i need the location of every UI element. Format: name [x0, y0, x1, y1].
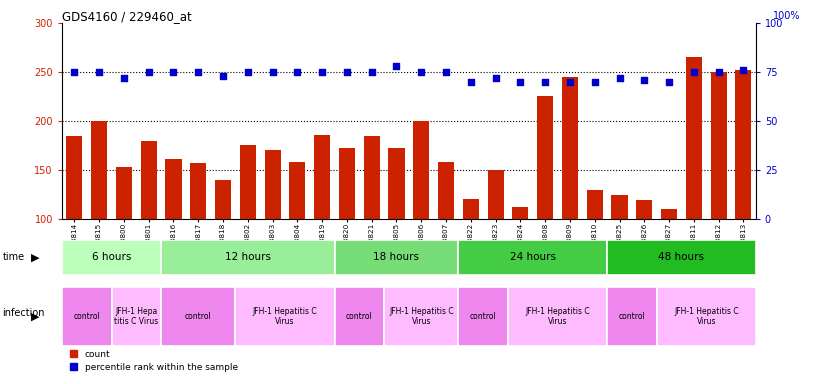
Point [687, 69, 700, 75]
Text: JFH-1 Hepatitis C
Virus: JFH-1 Hepatitis C Virus [525, 307, 590, 326]
Text: control: control [74, 312, 100, 321]
Bar [215, 180, 231, 317]
Point [316, 69, 329, 75]
Bar [140, 141, 157, 317]
Bar [537, 96, 553, 317]
Text: infection: infection [2, 308, 45, 318]
Text: ▶: ▶ [31, 312, 40, 322]
Point [613, 75, 626, 81]
Point [489, 75, 502, 81]
Bar [66, 136, 83, 317]
Point [563, 79, 577, 85]
Bar [586, 190, 603, 317]
Text: JFH-1 Hepa
titis C Virus: JFH-1 Hepa titis C Virus [114, 307, 159, 326]
Bar [264, 151, 281, 317]
Point [291, 69, 304, 75]
Bar [384, 287, 458, 346]
Text: 12 hours: 12 hours [225, 252, 271, 262]
Text: 6 hours: 6 hours [92, 252, 131, 262]
Text: ▶: ▶ [31, 252, 40, 262]
Text: control: control [185, 312, 211, 321]
Text: JFH-1 Hepatitis C
Virus: JFH-1 Hepatitis C Virus [389, 307, 453, 326]
Point [662, 79, 676, 85]
Point [365, 69, 378, 75]
Point [68, 69, 81, 75]
Text: GDS4160 / 229460_at: GDS4160 / 229460_at [62, 10, 192, 23]
Bar [735, 70, 752, 317]
Bar [116, 167, 132, 317]
Point [439, 69, 453, 75]
Text: control: control [619, 312, 645, 321]
Point [192, 69, 205, 75]
Bar [661, 209, 677, 317]
Bar [487, 170, 504, 317]
Bar [112, 287, 161, 346]
Bar [508, 287, 607, 346]
Bar [289, 162, 306, 317]
Point [142, 69, 155, 75]
Point [167, 69, 180, 75]
Bar [710, 72, 727, 317]
Text: time: time [2, 252, 25, 262]
Point [638, 77, 651, 83]
Point [539, 79, 552, 85]
Point [390, 63, 403, 69]
Text: control: control [346, 312, 373, 321]
Bar [458, 240, 607, 275]
Text: JFH-1 Hepatitis C
Virus: JFH-1 Hepatitis C Virus [253, 307, 317, 326]
Bar [607, 240, 756, 275]
Bar [335, 240, 458, 275]
Bar [686, 57, 702, 317]
Bar [91, 121, 107, 317]
Point [93, 69, 106, 75]
Point [588, 79, 601, 85]
Bar [657, 287, 756, 346]
Bar [335, 287, 384, 346]
Bar [458, 287, 508, 346]
Point [117, 75, 131, 81]
Bar [62, 287, 112, 346]
Bar [314, 135, 330, 317]
Bar [235, 287, 335, 346]
Text: JFH-1 Hepatitis C
Virus: JFH-1 Hepatitis C Virus [674, 307, 738, 326]
Point [241, 69, 254, 75]
Point [415, 69, 428, 75]
Text: control: control [470, 312, 496, 321]
Legend: count, percentile rank within the sample: count, percentile rank within the sample [66, 346, 241, 376]
Text: 24 hours: 24 hours [510, 252, 556, 262]
Text: 18 hours: 18 hours [373, 252, 420, 262]
Text: 48 hours: 48 hours [658, 252, 705, 262]
Bar [388, 148, 405, 317]
Point [266, 69, 279, 75]
Bar [161, 240, 335, 275]
Bar [240, 146, 256, 317]
Bar [413, 121, 430, 317]
Point [216, 73, 230, 79]
Bar [363, 136, 380, 317]
Bar [611, 195, 628, 317]
Bar [165, 159, 182, 317]
Bar [463, 199, 479, 317]
Bar [607, 287, 657, 346]
Bar [512, 207, 529, 317]
Bar [62, 240, 161, 275]
Bar [339, 148, 355, 317]
Point [737, 67, 750, 73]
Bar [190, 163, 206, 317]
Y-axis label: 100%: 100% [773, 11, 800, 21]
Point [514, 79, 527, 85]
Point [340, 69, 354, 75]
Point [712, 69, 725, 75]
Bar [438, 162, 454, 317]
Point [464, 79, 477, 85]
Bar [562, 77, 578, 317]
Bar [636, 200, 653, 317]
Bar [161, 287, 235, 346]
